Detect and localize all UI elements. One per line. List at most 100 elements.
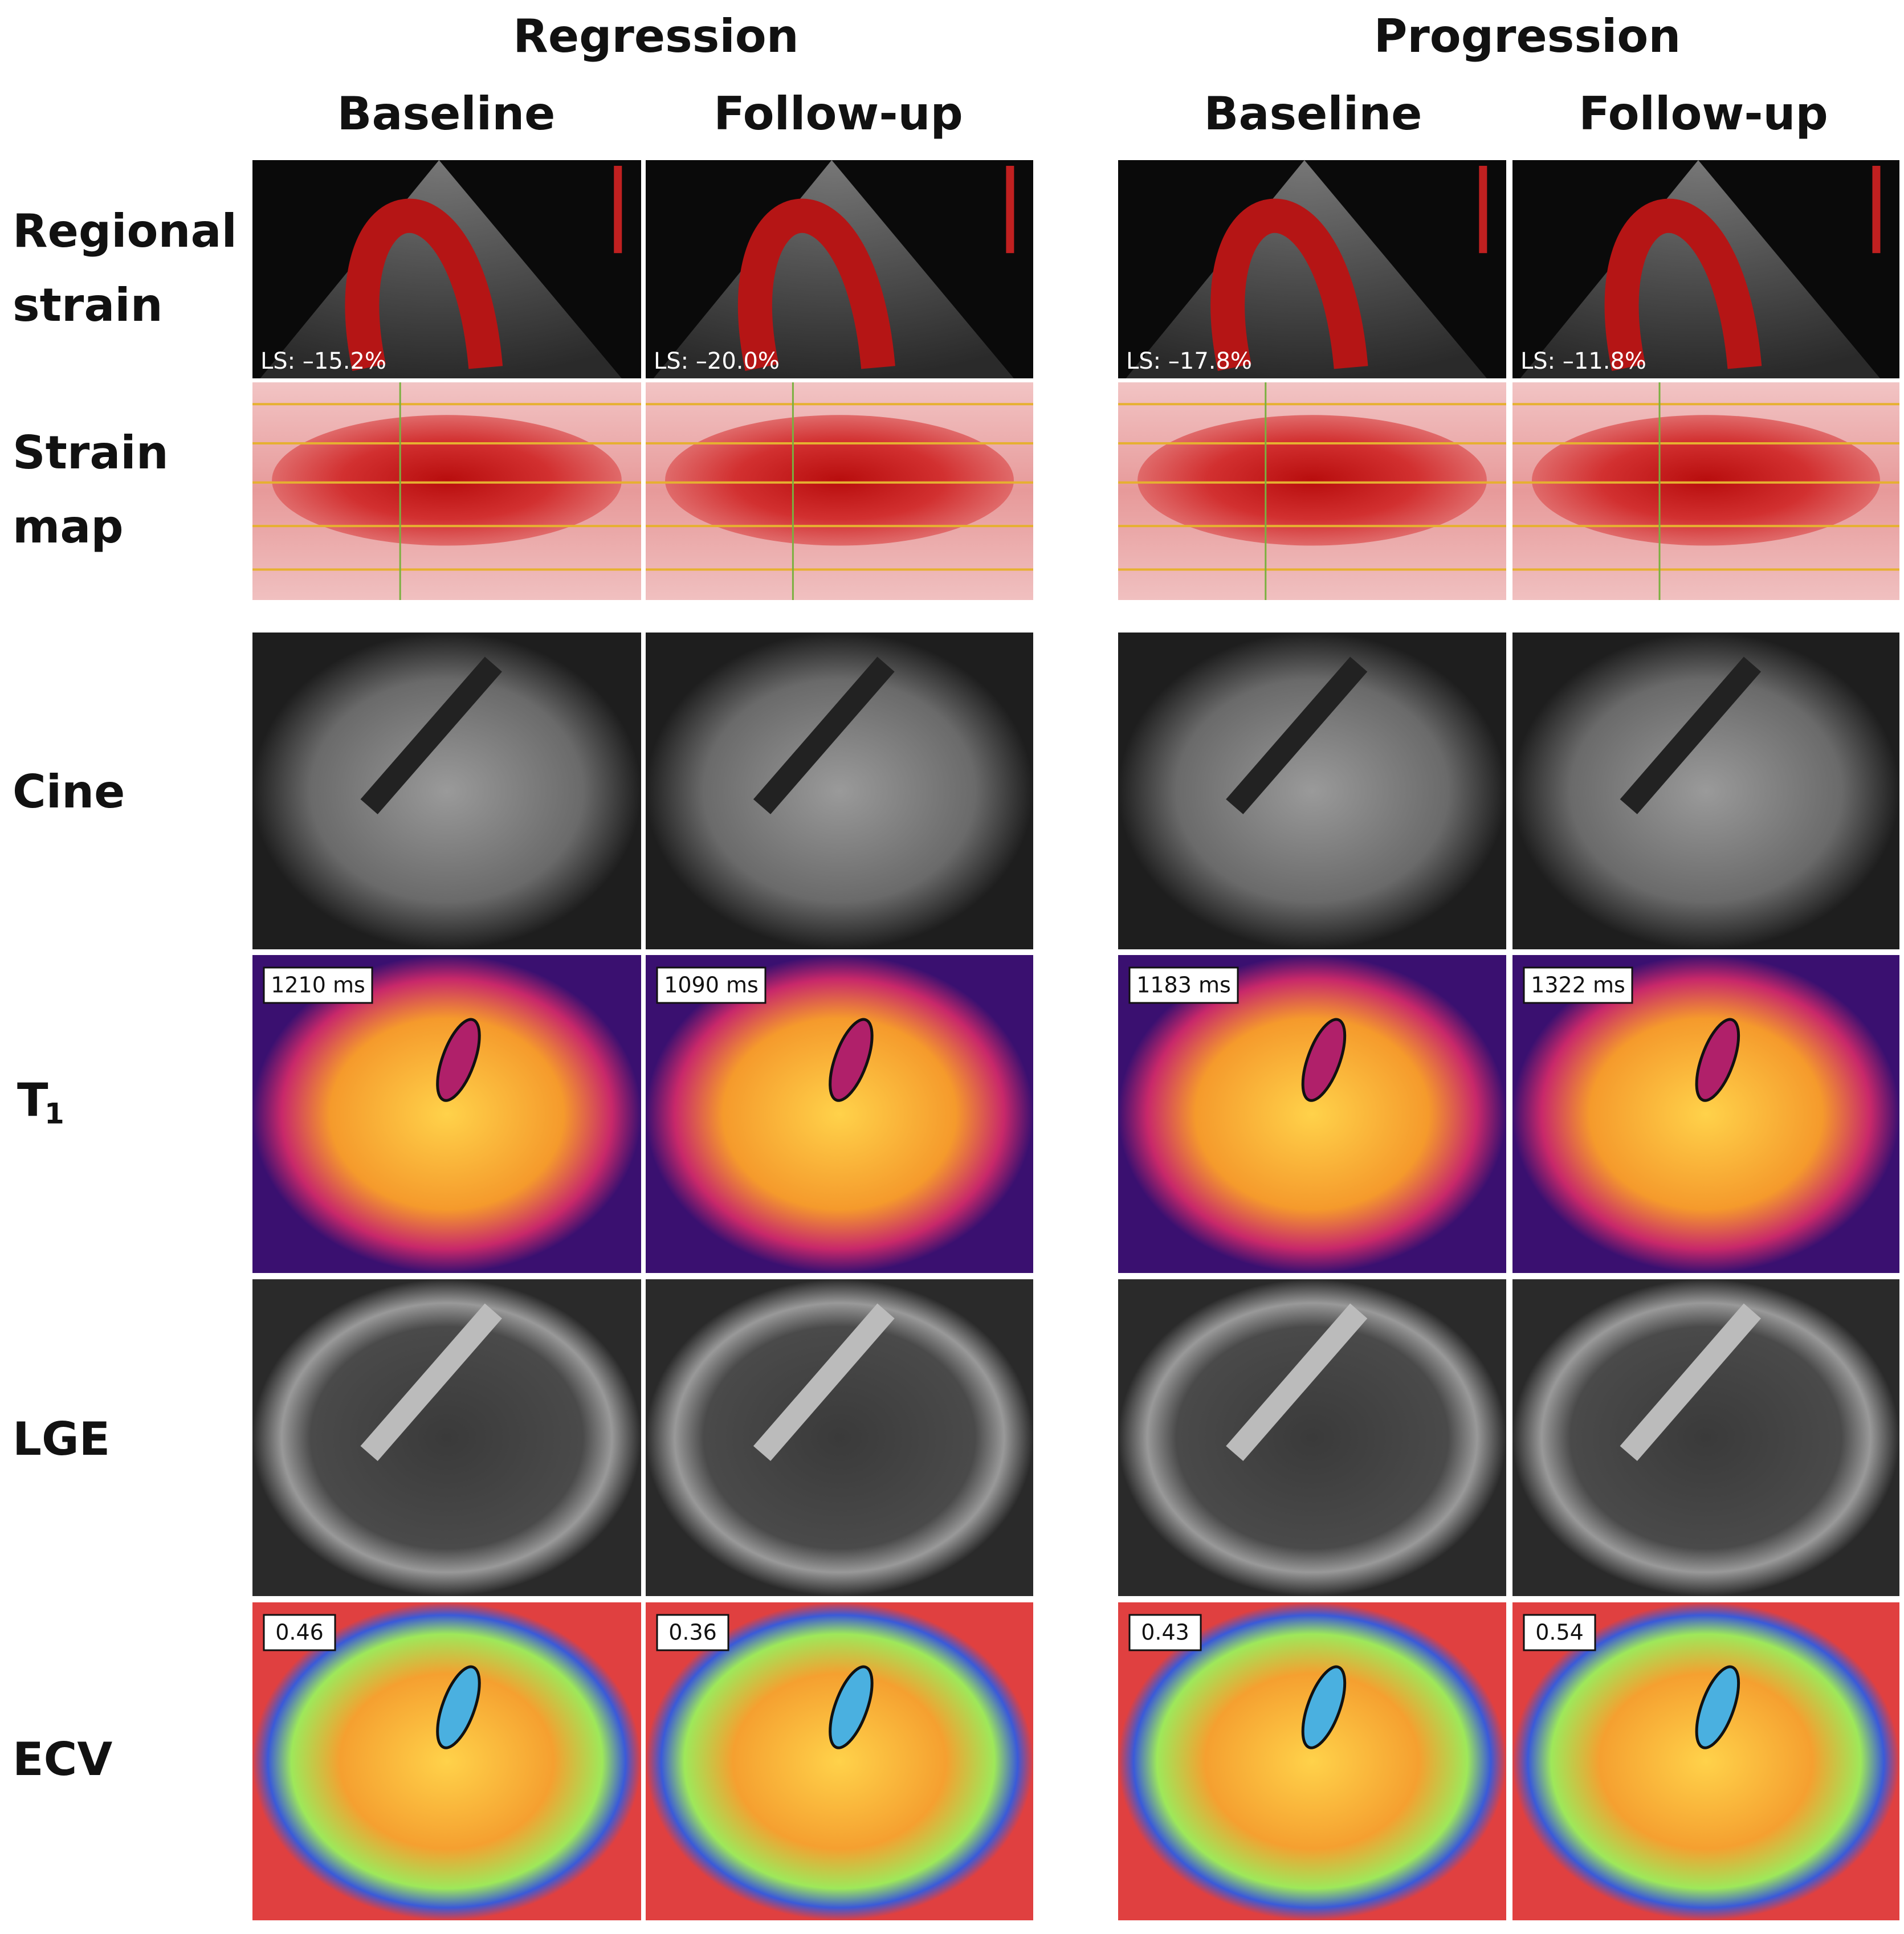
roi (829, 1018, 874, 1102)
group-title: Regression (513, 10, 798, 63)
image (1512, 1279, 1899, 1596)
row-label: ECV (13, 1733, 112, 1786)
t1-value: 1210 ms (271, 973, 365, 998)
value-box (263, 966, 373, 1004)
row-label: map (13, 500, 124, 553)
column-label: Follow-up (1579, 87, 1828, 140)
strain-core (1531, 415, 1881, 546)
image (1118, 955, 1506, 1273)
ecv-value: 0.43 (1141, 1620, 1189, 1645)
septum (753, 656, 895, 814)
image-panel (1512, 160, 1899, 378)
value-box (1523, 966, 1633, 1004)
image-panel (252, 1602, 641, 1920)
roi (1301, 1018, 1347, 1102)
image-panel (1512, 1279, 1899, 1596)
ls-value: LS: –11.8% (1520, 348, 1646, 374)
image-panel (1512, 382, 1899, 600)
roi (1695, 1665, 1740, 1749)
value-box (1128, 966, 1239, 1004)
value-box (656, 1614, 729, 1651)
ls-value: LS: –20.0% (654, 348, 780, 374)
image-panel (1512, 955, 1899, 1273)
image-panel (646, 1279, 1033, 1596)
image-panel (1118, 382, 1506, 600)
roi (436, 1665, 481, 1749)
color-bar (1479, 166, 1487, 254)
image-panel (1512, 633, 1899, 949)
image (252, 1602, 641, 1920)
row-label: Cine (13, 765, 125, 818)
strain-arc (737, 198, 895, 371)
value-box (1523, 1614, 1596, 1651)
strain-arc (1604, 198, 1762, 371)
image (252, 1279, 641, 1596)
strain-arc (1210, 198, 1368, 371)
image (252, 955, 641, 1273)
strain-arc (345, 198, 503, 371)
column-label: Follow-up (714, 87, 963, 140)
image-panel (252, 160, 641, 378)
septum (1620, 1303, 1762, 1461)
image-panel (646, 955, 1033, 1273)
image (1512, 1602, 1899, 1920)
color-bar (614, 166, 622, 254)
ecv-value: 0.54 (1535, 1620, 1584, 1645)
image (1512, 955, 1899, 1273)
image-panel (646, 382, 1033, 600)
ecv-value: 0.46 (275, 1620, 324, 1645)
image (252, 633, 641, 949)
strain-core (1137, 415, 1487, 546)
image-panel (646, 160, 1033, 378)
row-label-subscript: 1 (44, 1097, 64, 1131)
row-label: Strain (13, 426, 169, 479)
image (646, 1602, 1033, 1920)
ecv-value: 0.36 (668, 1620, 717, 1645)
septum (360, 656, 502, 814)
image-panel (646, 1602, 1033, 1920)
image (646, 1279, 1033, 1596)
image (1118, 1602, 1506, 1920)
row-label: strain (13, 279, 163, 332)
image-panel (252, 633, 641, 949)
row-label: T (17, 1074, 48, 1127)
roi (436, 1018, 481, 1102)
t1-value: 1322 ms (1531, 973, 1625, 998)
color-bar (1872, 166, 1881, 254)
value-box (656, 966, 767, 1004)
image (1512, 633, 1899, 949)
value-box (263, 1614, 336, 1651)
image (646, 633, 1033, 949)
image-panel (252, 1279, 641, 1596)
strain-core (665, 415, 1014, 546)
color-bar (1006, 166, 1014, 254)
image-panel (252, 382, 641, 600)
row-label: Regional (13, 205, 237, 258)
value-box (1128, 1614, 1202, 1651)
septum (1226, 1303, 1368, 1461)
image-panel (646, 633, 1033, 949)
image-panel (1118, 1279, 1506, 1596)
image-panel (1118, 955, 1506, 1273)
image-panel (1118, 160, 1506, 378)
image-panel (1118, 633, 1506, 949)
image (1118, 633, 1506, 949)
row-label: LGE (13, 1413, 110, 1466)
image (1118, 1279, 1506, 1596)
column-label: Baseline (1204, 87, 1422, 140)
septum (1620, 656, 1762, 814)
image (646, 955, 1033, 1273)
image-panel (252, 955, 641, 1273)
ls-value: LS: –17.8% (1126, 348, 1252, 374)
septum (1226, 656, 1368, 814)
septum (360, 1303, 502, 1461)
image-panel (1118, 1602, 1506, 1920)
strain-core (272, 415, 622, 546)
group-title: Progression (1374, 10, 1681, 63)
image-panel (1512, 1602, 1899, 1920)
column-label: Baseline (337, 87, 556, 140)
ls-value: LS: –15.2% (260, 348, 386, 374)
roi (829, 1665, 874, 1749)
septum (753, 1303, 895, 1461)
roi (1695, 1018, 1740, 1102)
